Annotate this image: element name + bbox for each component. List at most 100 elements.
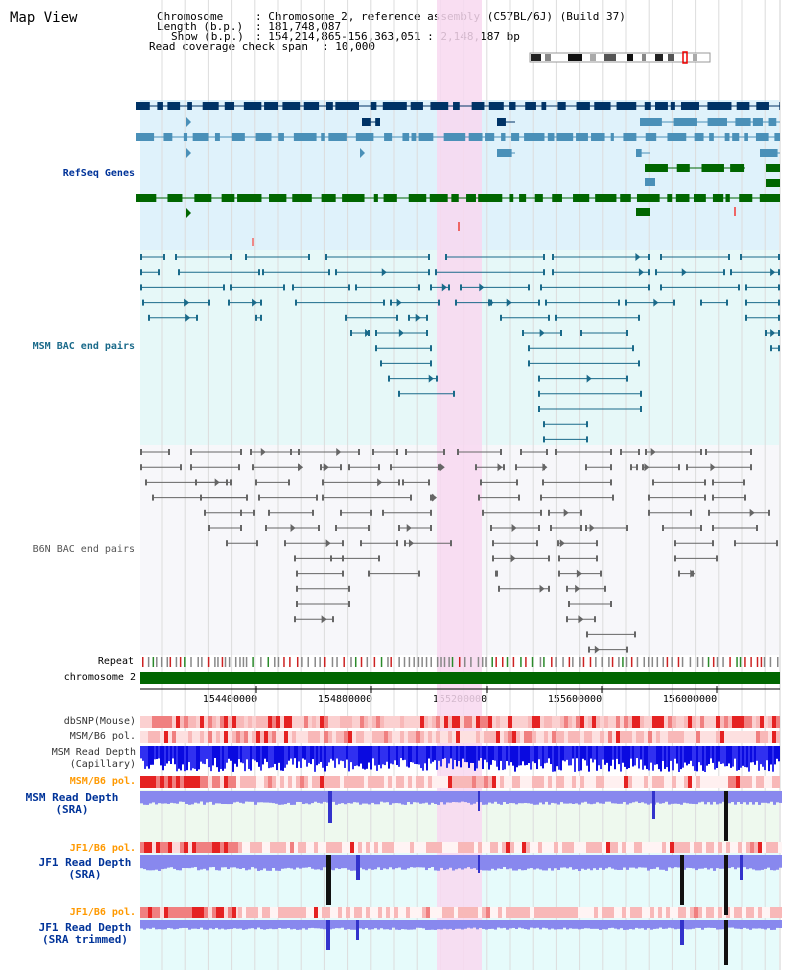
b6n-bac-pair-arrow	[511, 524, 517, 532]
heat-cell	[364, 776, 368, 788]
msm-b6-pol-track-label[interactable]: MSM/B6 pol.	[69, 731, 136, 742]
depth-bar	[458, 746, 460, 762]
heat-cell	[502, 842, 506, 853]
heat-cell	[184, 716, 188, 728]
depth-bar	[636, 746, 638, 759]
msm-bac-pair-arrow	[506, 298, 512, 307]
heat-cell	[732, 776, 736, 788]
heat-cell	[652, 716, 656, 728]
gene-exon	[383, 194, 397, 202]
msm-read-depth-sra-label[interactable]: MSM Read Depth	[25, 791, 119, 804]
jf1-read-depth-trimmed-label[interactable]: JF1 Read Depth	[38, 921, 132, 934]
depth-bar	[401, 920, 404, 930]
heat-cell	[736, 776, 740, 788]
heat-cell	[204, 731, 208, 743]
heat-cell	[730, 842, 734, 853]
b6n-bac-pair-end	[503, 464, 505, 471]
heat-cell	[314, 907, 318, 918]
depth-bar	[536, 920, 539, 928]
depth-bar	[425, 855, 428, 871]
depth-bar	[748, 746, 750, 772]
b6n-bac-pair-end	[396, 540, 398, 547]
b6n-bac-pair-end	[240, 509, 242, 516]
b6n-bac-pair-end	[700, 525, 702, 531]
msm-b6-pol-2-track-label[interactable]: MSM/B6 pol.	[69, 776, 136, 787]
heat-cell	[740, 776, 744, 788]
b6n-bac-track-label[interactable]: B6N BAC end pairs	[32, 544, 135, 555]
heat-cell	[212, 776, 216, 788]
dbsnp-track-label[interactable]: dbSNP(Mouse)	[63, 716, 136, 727]
jf1-read-depth-sra-label[interactable]: JF1 Read Depth	[38, 856, 132, 869]
depth-bar	[550, 746, 552, 765]
msm-bac-pair-end	[148, 314, 150, 321]
heat-cell	[572, 716, 576, 728]
depth-bar	[524, 855, 527, 871]
refseq-track-label[interactable]: RefSeq Genes	[62, 168, 135, 179]
depth-bar	[444, 746, 446, 759]
depth-bar	[743, 855, 746, 868]
depth-bar	[400, 746, 402, 759]
depth-bar	[341, 791, 344, 804]
heat-cell	[514, 907, 518, 918]
depth-bar	[386, 920, 389, 930]
heat-cell	[416, 731, 420, 743]
msm-read-depth-capillary-label[interactable]: MSM Read Depth	[51, 747, 136, 758]
depth-bar	[761, 855, 764, 870]
depth-bar	[240, 746, 242, 763]
heat-cell	[468, 776, 472, 788]
jf1-b6-pol-track-label[interactable]: JF1/B6 pol.	[69, 843, 136, 854]
b6n-bac-pair-arrow	[710, 463, 716, 472]
repeat-tick	[343, 657, 345, 667]
depth-bar	[508, 746, 510, 766]
depth-bar	[776, 746, 778, 759]
msm-bac-pair-end	[778, 345, 780, 352]
heat-cell	[778, 907, 782, 918]
depth-bar	[218, 791, 221, 804]
heat-cell	[224, 716, 228, 728]
heat-cell	[650, 842, 654, 853]
depth-bar	[311, 920, 314, 928]
heat-cell	[250, 907, 254, 918]
depth-bar	[746, 791, 749, 805]
depth-bar	[578, 746, 580, 772]
depth-bar	[372, 746, 374, 759]
b6n-bac-pair-end	[258, 494, 260, 501]
heat-cell	[762, 842, 766, 853]
b6n-bac-pair-end	[240, 449, 242, 455]
heat-cell	[420, 716, 424, 728]
depth-bar	[230, 920, 233, 929]
repeat-track-label[interactable]: Repeat	[97, 656, 134, 667]
heat-cell	[272, 776, 276, 788]
depth-bar	[665, 920, 668, 929]
heat-cell	[692, 731, 696, 743]
heat-cell	[604, 776, 608, 788]
heat-cell	[570, 907, 574, 918]
heat-cell	[300, 716, 304, 728]
b6n-bac-pair-end	[252, 464, 254, 471]
depth-bar	[173, 855, 176, 869]
heat-cell	[630, 842, 634, 853]
b6n-bac-pair-end	[744, 494, 746, 501]
depth-bar	[305, 920, 308, 930]
b6n-bac-pair-end	[294, 555, 296, 562]
depth-bar	[170, 746, 172, 764]
msm-bac-track-label[interactable]: MSM BAC end pairs	[32, 341, 135, 352]
b6n-bac-pair-end	[612, 494, 614, 501]
depth-bar	[521, 855, 524, 871]
b6n-bac-pair-end	[296, 570, 298, 577]
depth-bar	[533, 791, 536, 805]
depth-bar	[695, 855, 698, 871]
b6n-bac-pair-end	[226, 479, 228, 486]
depth-bar	[452, 746, 454, 770]
jf1-b6-pol-2-track-label[interactable]: JF1/B6 pol.	[69, 907, 136, 918]
heat-cell	[144, 907, 148, 918]
heat-cell	[386, 907, 390, 918]
depth-bar	[281, 791, 284, 805]
heat-cell	[140, 842, 144, 853]
gene-exon	[192, 133, 209, 141]
heat-cell	[392, 716, 396, 728]
heat-cell	[530, 842, 534, 853]
depth-bar	[659, 791, 662, 804]
depth-bar	[755, 855, 758, 871]
